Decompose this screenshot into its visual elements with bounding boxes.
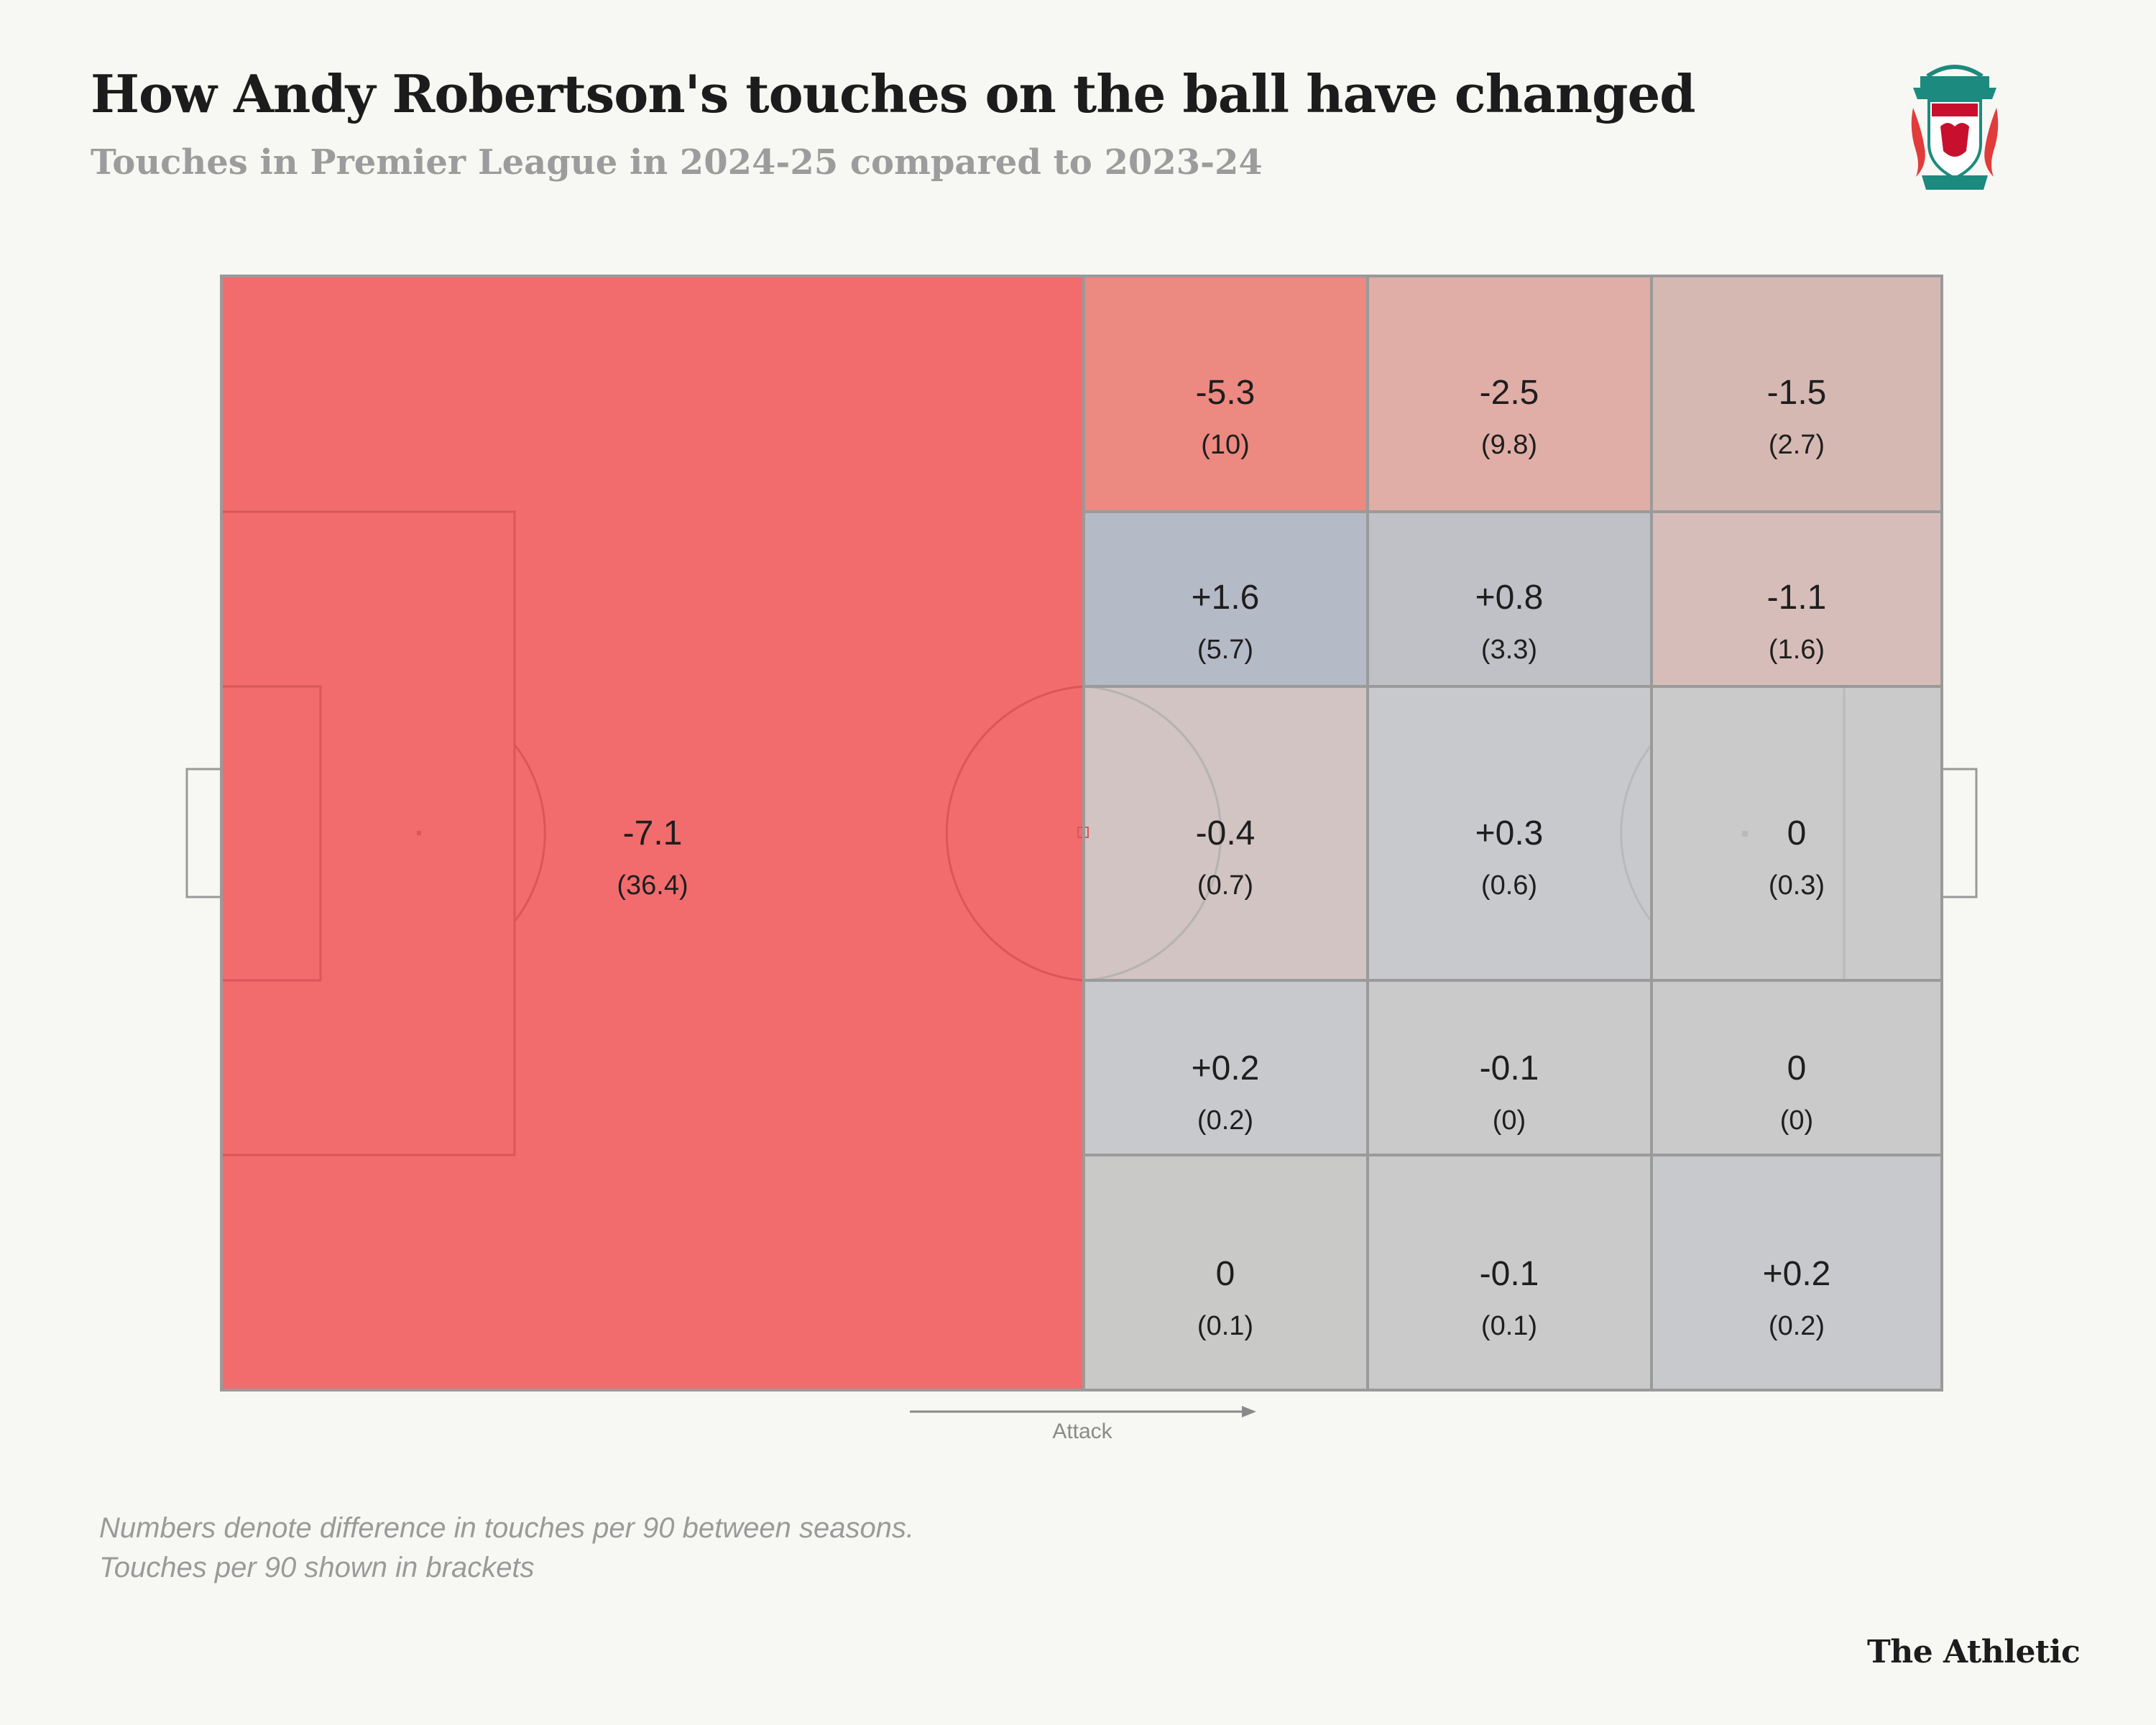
zone-label-r1c1: -5.3 (10) [1196,373,1256,461]
zone-diff: -7.1 [622,814,683,852]
zone-r1c2 [1368,276,1651,512]
zone-diff: 0 [1787,1049,1807,1087]
pitch-markings [185,510,1978,1156]
zone-per90: (0.2) [1768,1311,1825,1341]
zone-per90: (36.4) [617,870,688,901]
zone-diff: +0.2 [1762,1255,1831,1293]
zone-diff: +0.2 [1191,1049,1260,1087]
zone-diff: -1.5 [1766,374,1827,412]
zone-diff: +1.6 [1191,579,1260,617]
zone-r1c3 [1651,276,1942,512]
zone-label-r1c2: -2.5 (9.8) [1480,373,1539,461]
zone-label-r4c1: +0.2 (0.2) [1192,1049,1260,1136]
zone-r3c2 [1368,686,1651,980]
attack-direction-label: Attack [1052,1420,1112,1443]
zone-label-own-half: -7.1 (36.4) [617,814,688,901]
zone-per90: (5.7) [1197,635,1254,665]
zone-label-r5c2: -0.1 (0.1) [1480,1254,1539,1342]
zone-r2c1 [1084,512,1368,686]
zone-label-r4c3: 0 (0) [1780,1049,1813,1136]
liverpool-crest-icon [1911,65,1999,190]
zone-label-r1c3: -1.5 (2.7) [1767,373,1827,461]
zone-diff: 0 [1215,1255,1235,1293]
zone-r3c1 [1084,686,1368,980]
attack-arrow-icon [910,1406,1256,1417]
zone-diff: +0.3 [1475,814,1544,852]
zone-label-r5c1: 0 (0.1) [1197,1254,1253,1342]
zone-per90: (0.6) [1480,870,1538,901]
zone-r4c3 [1651,980,1942,1155]
zone-label-r2c2: +0.8 (3.3) [1475,578,1544,666]
zone-diff: -0.4 [1195,814,1256,852]
zone-label-r2c3: -1.1 (1.6) [1767,578,1827,666]
zone-r2c2 [1368,512,1651,686]
zone-diff: -2.5 [1479,374,1539,412]
chart-title: How Andy Robertson's touches on the ball… [91,63,1696,124]
zone-label-r3c2: +0.3 (0.6) [1475,814,1544,901]
the-athletic-logo: The Athletic [1867,1634,2081,1670]
zone-label-r5c3: +0.2 (0.2) [1763,1254,1831,1342]
zone-per90: (0.1) [1480,1311,1538,1341]
footnote-line-2: Touches per 90 shown in brackets [99,1552,535,1583]
zone-r3c3 [1651,686,1942,980]
zone-per90: (0.3) [1768,870,1825,901]
zone-label-r2c1: +1.6 (5.7) [1192,578,1260,666]
zone-label-r4c2: -0.1 (0) [1480,1049,1539,1136]
footnote-line-1: Numbers denote difference in touches per… [99,1512,915,1544]
zone-diff: -0.1 [1479,1255,1539,1293]
zone-diff: 0 [1787,814,1807,852]
zone-per90: (1.6) [1768,635,1825,665]
zone-label-r3c3: 0 (0.3) [1769,814,1825,901]
zone-per90: (0.2) [1197,1105,1254,1136]
zone-per90: (0.1) [1197,1311,1254,1341]
zone-r5c1 [1084,1155,1368,1390]
zone-own-half [221,276,1084,1390]
zone-r2c3 [1651,512,1942,686]
zone-per90: (2.7) [1768,430,1825,460]
zone-per90: (0) [1492,1105,1526,1136]
zone-label-r3c1: -0.4 (0.7) [1196,814,1256,901]
chart-subtitle: Touches in Premier League in 2024-25 com… [91,142,1263,183]
zone-per90: (10) [1201,430,1250,460]
zone-per90: (9.8) [1480,430,1538,460]
zone-r5c3 [1651,1155,1942,1390]
zone-per90: (0) [1779,1105,1814,1136]
zone-per90: (3.3) [1480,635,1538,665]
zone-r4c2 [1368,980,1651,1155]
zone-diff: -0.1 [1479,1049,1539,1087]
zone-diff: -5.3 [1195,374,1256,412]
zone-diff: -1.1 [1766,579,1827,617]
zone-grid [220,275,1943,1392]
zone-per90: (0.7) [1197,870,1254,901]
zone-diff: +0.8 [1475,579,1544,617]
zone-r5c2 [1368,1155,1651,1390]
zone-fills [221,276,1942,1390]
zone-r1c1 [1084,276,1368,512]
zone-r4c1 [1084,980,1368,1155]
